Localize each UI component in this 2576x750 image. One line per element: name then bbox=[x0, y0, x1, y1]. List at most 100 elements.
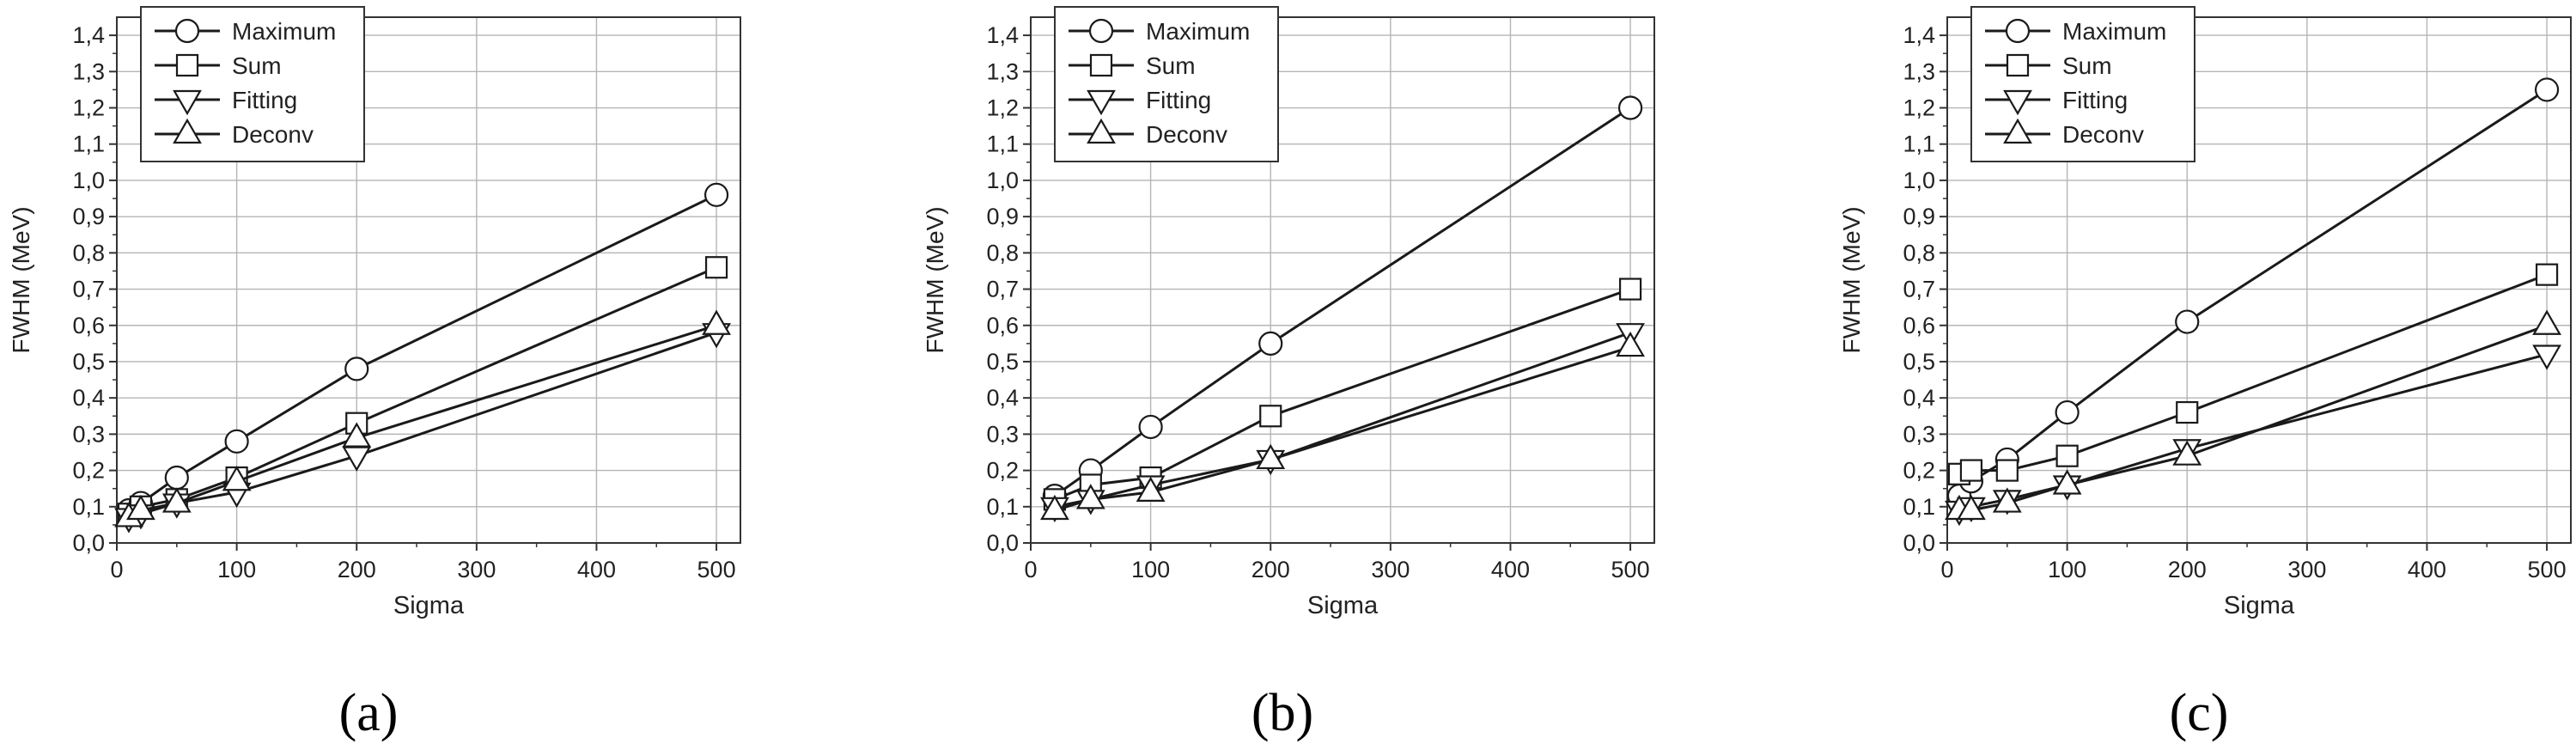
y-tick-label: 0,4 bbox=[72, 385, 105, 411]
legend-marker bbox=[173, 89, 202, 116]
legend-marker bbox=[2005, 18, 2031, 44]
y-tick-label: 1,0 bbox=[1903, 168, 1935, 193]
x-tick-label: 200 bbox=[1251, 557, 1290, 582]
y-tick-label: 0,1 bbox=[1903, 494, 1935, 520]
legend-label: Sum bbox=[232, 52, 282, 79]
y-tick-label: 0,9 bbox=[1903, 204, 1935, 229]
y-tick-label: 0,6 bbox=[1903, 313, 1935, 338]
y-tick-label: 0,0 bbox=[1903, 530, 1935, 556]
data-point bbox=[2055, 399, 2080, 425]
data-point bbox=[704, 256, 728, 279]
x-tick-label: 400 bbox=[1491, 557, 1530, 582]
y-tick-label: 0,3 bbox=[72, 421, 105, 447]
y-tick-label: 0,9 bbox=[72, 204, 105, 229]
y-tick-label: 0,9 bbox=[986, 204, 1019, 229]
data-point bbox=[126, 494, 155, 521]
x-tick-label: 500 bbox=[1611, 557, 1650, 582]
y-tick-label: 1,4 bbox=[986, 22, 1019, 48]
series-sum bbox=[1043, 277, 1642, 511]
y-tick-label: 0,7 bbox=[72, 277, 105, 302]
series-deconv bbox=[114, 309, 731, 527]
data-point bbox=[2534, 77, 2560, 102]
legend-label: Sum bbox=[2062, 52, 2112, 79]
x-tick-label: 500 bbox=[2528, 557, 2567, 582]
x-tick-label: 300 bbox=[457, 557, 496, 582]
legend-marker bbox=[173, 118, 202, 144]
y-tick-label: 0,8 bbox=[72, 240, 105, 265]
y-tick-label: 1,4 bbox=[72, 22, 105, 48]
y-tick-label: 0,5 bbox=[986, 349, 1019, 375]
x-tick-label: 0 bbox=[110, 557, 123, 582]
data-point bbox=[1075, 484, 1105, 509]
panel-caption: (b) bbox=[1251, 684, 1313, 742]
data-point bbox=[1258, 331, 1283, 356]
y-tick-label: 0,5 bbox=[1903, 349, 1935, 375]
y-tick-label: 0,4 bbox=[986, 385, 1019, 411]
x-axis-title: Sigma bbox=[393, 592, 465, 619]
legend-marker bbox=[1088, 18, 1114, 44]
x-tick-label: 100 bbox=[217, 557, 256, 582]
legend-marker bbox=[175, 53, 199, 77]
data-point bbox=[1136, 476, 1166, 503]
legend-label: Maximum bbox=[2062, 18, 2166, 45]
series-deconv bbox=[1040, 331, 1645, 521]
y-tick-label: 0,2 bbox=[72, 458, 105, 484]
series-line bbox=[128, 324, 717, 519]
series-line bbox=[128, 265, 717, 515]
series-fitting bbox=[114, 323, 731, 534]
legend-marker bbox=[2003, 89, 2032, 116]
panel-caption: (a) bbox=[339, 684, 399, 742]
chart-panel-2: 0,0 0,1 0,2 0,3 0,4 0,5 0,6 0,7 0,8 0,9 1,0 1,1 1,2 1… bbox=[922, 6, 1655, 619]
y-tick-label: 1,3 bbox=[72, 58, 105, 84]
legend-label: Sum bbox=[1146, 52, 1196, 79]
chart-panel-1: 0,0 0,1 0,2 0,3 0,4 0,5 0,6 0,7 0,8 0,9 1,0 1,1 1,2 1… bbox=[8, 6, 741, 619]
legend-label: Fitting bbox=[2062, 87, 2128, 113]
data-point bbox=[1957, 494, 1986, 521]
y-tick-label: 1,0 bbox=[72, 168, 105, 193]
data-point bbox=[1617, 95, 1643, 120]
series-line bbox=[1958, 324, 2548, 512]
y-tick-label: 1,2 bbox=[72, 95, 105, 121]
data-point bbox=[1616, 331, 1645, 357]
y-tick-label: 0,0 bbox=[986, 530, 1019, 556]
data-point bbox=[1259, 405, 1282, 428]
data-point bbox=[161, 487, 192, 513]
plot-frame bbox=[1030, 16, 1655, 544]
y-tick-label: 1,2 bbox=[986, 95, 1019, 121]
legend-marker bbox=[1087, 118, 1116, 144]
series-line bbox=[1958, 273, 2548, 476]
legend-label: Fitting bbox=[232, 87, 297, 113]
y-tick-label: 0,7 bbox=[1903, 277, 1935, 302]
data-point bbox=[1959, 459, 1983, 482]
data-point bbox=[2052, 469, 2082, 495]
panel-caption: (c) bbox=[2170, 684, 2229, 742]
legend-label: Fitting bbox=[1146, 87, 1211, 113]
data-point bbox=[342, 422, 372, 448]
y-tick-label: 1,4 bbox=[1903, 22, 1935, 48]
legend-label: Maximum bbox=[232, 18, 336, 45]
y-tick-label: 0,3 bbox=[986, 421, 1019, 447]
y-tick-label: 0,7 bbox=[986, 277, 1019, 302]
y-tick-label: 0,1 bbox=[986, 494, 1019, 520]
chart-panel-3: 0,0 0,1 0,2 0,3 0,4 0,5 0,6 0,7 0,8 0,9 1,0 1,1 1,2 1… bbox=[1838, 6, 2572, 619]
legend-label: Maximum bbox=[1146, 18, 1250, 45]
x-axis-title: Sigma bbox=[1307, 592, 1379, 619]
y-tick-label: 0,3 bbox=[1903, 421, 1935, 447]
x-tick-label: 300 bbox=[1371, 557, 1410, 582]
y-tick-label: 0,4 bbox=[1903, 385, 1935, 411]
y-tick-label: 0,1 bbox=[72, 494, 105, 520]
series-sum bbox=[117, 256, 728, 526]
x-axis-title: Sigma bbox=[2224, 592, 2295, 619]
x-tick-label: 200 bbox=[338, 557, 376, 582]
series-maximum bbox=[1042, 95, 1643, 509]
y-tick-label: 0,2 bbox=[1903, 458, 1935, 484]
y-tick-label: 1,1 bbox=[1903, 131, 1935, 157]
data-point bbox=[2175, 309, 2200, 334]
series-deconv bbox=[1945, 309, 2561, 521]
x-tick-label: 400 bbox=[577, 557, 616, 582]
y-tick-label: 1,3 bbox=[1903, 58, 1935, 84]
plot-frame bbox=[116, 16, 741, 544]
legend-marker bbox=[1089, 53, 1113, 77]
data-point bbox=[1138, 414, 1163, 440]
y-tick-label: 0,5 bbox=[72, 349, 105, 375]
